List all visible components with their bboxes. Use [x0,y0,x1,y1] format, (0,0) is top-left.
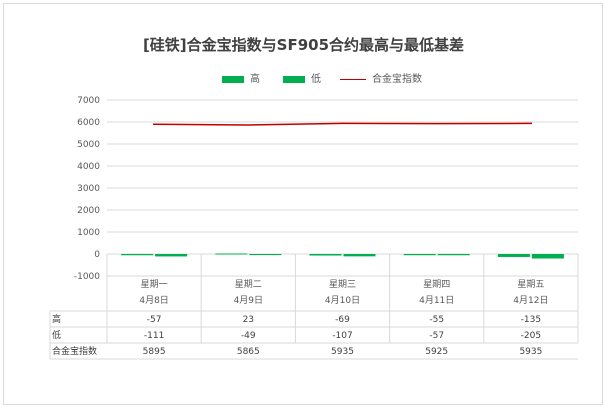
table-cell: -69 [335,315,350,325]
table-cell: -205 [521,331,541,341]
y-tick-label: -1000 [74,272,100,282]
y-tick-label: 1000 [77,228,100,238]
bar-low [437,254,470,256]
chart-legend: 高 低 合金宝指数 [0,70,607,86]
chart-title: [硅铁]合金宝指数与SF905合约最高与最低基差 [142,36,465,54]
table-row-header: 合金宝指数 [52,345,97,357]
bar-high [121,254,154,256]
table-cell: 5935 [331,347,354,357]
table-cell: -55 [429,315,444,325]
table-cell: -49 [241,331,256,341]
legend-label-high: 高 [250,74,260,85]
category-day-label: 星期四 [423,279,450,290]
legend-swatch-low [283,75,305,83]
category-date-label: 4月8日 [139,295,168,306]
category-date-label: 4月9日 [234,295,263,306]
category-day-label: 星期一 [141,279,168,290]
bar-high [403,254,436,256]
category-day-label: 星期三 [329,279,356,290]
legend-swatch-index [340,78,366,80]
table-cell: 23 [243,315,254,325]
y-tick-label: 4000 [77,162,100,172]
table-cell: 5935 [519,347,542,357]
category-day-label: 星期五 [517,279,544,290]
table-row-header: 高 [52,313,61,325]
table-cell: 5865 [237,347,260,357]
table-row-header: 低 [52,329,61,341]
legend-item-index: 合金宝指数 [340,70,422,85]
category-date-label: 4月12日 [513,295,548,306]
bar-low [155,254,188,257]
table-cell: -57 [429,331,444,341]
category-date-label: 4月10日 [325,295,360,306]
chart-frame [3,3,603,405]
category-day-label: 星期二 [235,279,262,290]
table-cell: -135 [521,315,541,325]
table-cell: 5895 [143,347,166,357]
table-cell: -57 [147,315,162,325]
legend-swatch-high [222,75,244,83]
table-cell: -111 [144,331,164,341]
category-date-label: 4月11日 [419,295,454,306]
y-tick-label: 6000 [77,118,100,128]
table-cell: -107 [332,331,352,341]
y-tick-label: 3000 [77,184,100,194]
bar-high [309,254,342,256]
legend-label-index: 合金宝指数 [372,74,422,85]
y-tick-label: 2000 [77,206,100,216]
bar-low [343,254,376,257]
bar-high [215,253,248,255]
bar-low [249,254,282,256]
bar-low [531,254,564,259]
table-cell: 5925 [425,347,448,357]
index-line [152,122,533,126]
y-tick-label: 5000 [77,140,100,150]
legend-label-low: 低 [311,74,321,85]
legend-item-high: 高 [222,70,260,85]
legend-item-low: 低 [283,70,321,85]
bar-high [497,254,530,257]
y-tick-label: 7000 [77,96,100,106]
y-tick-label: 0 [94,250,100,260]
